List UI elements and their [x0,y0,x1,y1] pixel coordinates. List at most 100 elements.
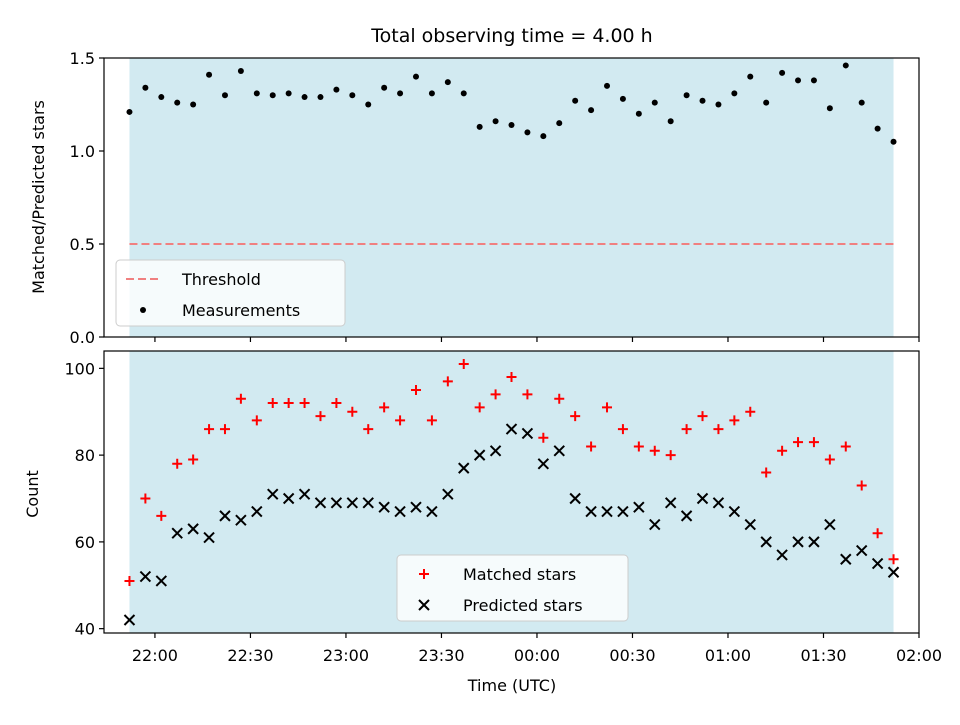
measurement-point [285,90,292,97]
bottom-panel: 40 60 80 100 22:00 22:30 23:00 23:30 00:00 00:30 0… [64,350,942,665]
predicted-star-point [712,497,725,509]
predicted-star-point [298,488,311,500]
matched-star-point [808,437,819,448]
matched-star-point [872,528,883,539]
measurement-point [460,90,467,97]
y-tick-label: 0.5 [70,235,95,254]
x-axis-label: Time (UTC) [467,676,556,695]
matched-star-point [602,402,613,413]
predicted-star-point [505,423,518,435]
predicted-star-point [696,492,709,505]
measurement-point [142,84,149,91]
measurement-point [810,77,817,84]
matched-star-point [586,441,597,452]
predicted-star-point [537,458,550,470]
measurement-point [190,101,197,108]
measurement-point [540,133,547,140]
predicted-star-point [267,488,279,500]
predicted-star-point [251,505,263,518]
predicted-star-point [840,553,852,565]
y-tick-label: 40 [75,620,95,639]
y-tick-label: 100 [64,359,95,378]
top-y-axis-label: Matched/Predicted stars [29,100,48,294]
matched-star-point [522,389,533,400]
measurement-point [269,92,276,99]
matched-star-point [538,432,549,443]
measurement-point [365,101,372,108]
x-tick-label: 02:00 [896,646,942,665]
legend-label: Threshold [181,270,261,289]
measurement-point [206,71,213,78]
measurement-point [492,118,499,125]
matched-star-point [729,415,740,426]
measurement-point [508,121,515,128]
measurement-point [667,118,674,125]
y-tick-label: 0.0 [70,328,95,347]
predicted-star-point [664,497,677,509]
predicted-star-point [394,505,406,518]
measurement-point [317,94,324,101]
measurement-point [397,90,404,97]
predicted-star-point [235,514,247,526]
predicted-star-point [155,575,168,587]
matched-star-point [554,393,565,404]
matched-star-point [665,450,676,461]
matched-star-point [267,398,278,409]
measurement-point [221,92,228,99]
legend-matched-swatch [419,569,429,579]
predicted-star-point [458,462,470,474]
matched-star-point [347,406,358,417]
bottom-y-axis-label: Count [23,470,42,518]
matched-star-point [363,424,374,435]
measurement-point [635,110,642,117]
measurement-point [572,97,579,104]
predicted-star-point [426,505,438,518]
matched-star-point [315,411,326,422]
measurement-point [890,138,897,145]
measurement-point [428,90,435,97]
chart-title: Total observing time = 4.00 h [370,25,652,47]
measurement-point [874,125,881,132]
predicted-star-point [314,497,327,509]
matched-star-point [219,424,230,435]
x-tick-label: 22:30 [227,646,273,665]
matched-star-point [617,424,628,435]
plot-frame [103,350,920,634]
plot-frame [103,57,920,338]
measurement-point [237,68,244,75]
matched-star-point [458,359,469,370]
predicted-star-point [410,501,422,513]
matched-star-point [188,454,199,465]
predicted-star-point [171,527,183,539]
predicted-star-point [855,544,868,557]
predicted-star-point [585,505,597,518]
measurement-point [588,107,595,114]
matched-star-point [888,554,899,565]
predicted-star-point [569,492,581,505]
matched-star-point [793,437,804,448]
predicted-star-point [744,518,756,531]
matched-star-point [251,415,262,426]
y-tick-label: 1.0 [70,142,95,161]
predicted-star-point [760,536,772,548]
matched-star-point [299,398,310,409]
measurement-point [619,95,626,102]
matched-star-point [331,398,342,409]
predicted-star-point [553,445,565,457]
x-tick-label: 01:00 [705,646,751,665]
matched-star-point [442,376,453,387]
matched-star-point [570,411,581,422]
matched-star-point [204,424,215,435]
measurement-point [126,108,133,115]
predicted-star-point [346,497,359,509]
predicted-star-point [442,488,454,500]
measurement-point [524,129,531,136]
predicted-star-point [728,505,741,518]
predicted-star-point [649,518,661,531]
predicted-star-point [473,449,486,461]
predicted-star-point [776,549,788,561]
matched-star-point [745,406,756,417]
matched-star-point [410,385,421,396]
predicted-star-point [378,501,390,513]
